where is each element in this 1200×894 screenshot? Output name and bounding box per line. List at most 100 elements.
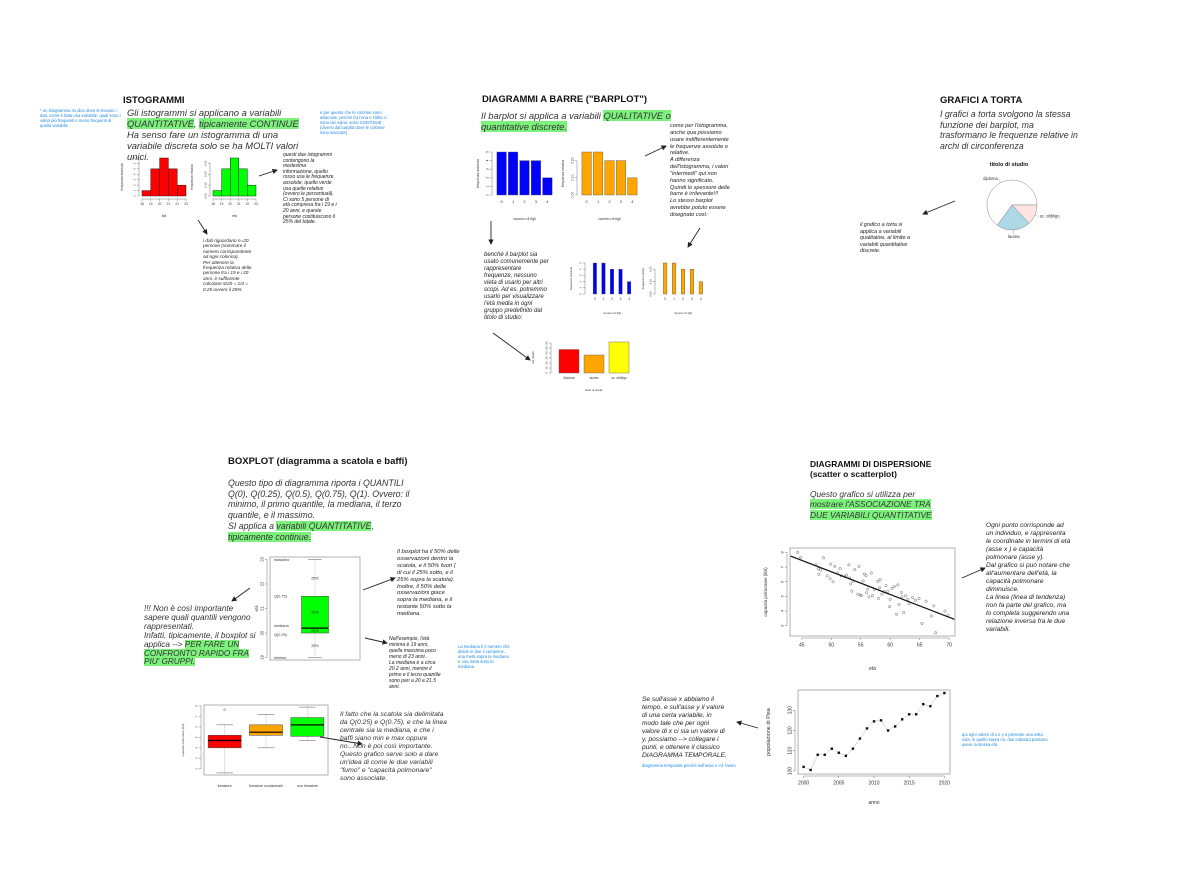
box-annotation: massimo bbox=[274, 558, 289, 562]
arrow bbox=[197, 219, 208, 235]
x-category-label: non fumatore bbox=[297, 784, 318, 788]
x-category-label: 2 bbox=[608, 199, 611, 204]
scatter-point bbox=[856, 592, 860, 596]
highlight: tipicamente CONTINUE bbox=[199, 118, 299, 129]
x-category-label: fumatore occasionale bbox=[249, 784, 283, 788]
highlight: PER FARE UN CONFRONTO RAPIDO FRA PIU' GR… bbox=[144, 639, 249, 667]
bar bbox=[519, 160, 530, 196]
arrow bbox=[231, 587, 251, 602]
bar bbox=[530, 160, 541, 196]
outlier-point bbox=[223, 708, 226, 711]
bar-chart: 0 1 2 3 4 0 1 2 3 4 5 numero di figli frequenza asso… bbox=[569, 262, 632, 315]
bar bbox=[542, 177, 553, 196]
y-tick-label: 40 bbox=[545, 351, 549, 355]
data-point bbox=[802, 765, 805, 769]
barplot-note-uso: benché il barplot sia usato comunemente … bbox=[484, 252, 549, 321]
data-point bbox=[922, 702, 925, 706]
x-category-label: 4 bbox=[631, 199, 634, 204]
highlight: QUALITATIVE o bbox=[603, 110, 671, 121]
x-category-label: 3 bbox=[535, 199, 538, 204]
x-category-label: 1 bbox=[673, 297, 675, 301]
x-tick-label: 65 bbox=[917, 643, 923, 649]
scatter-point bbox=[924, 599, 928, 603]
x-tick-label: 2010 bbox=[868, 781, 879, 787]
bar bbox=[601, 262, 606, 295]
y-tick-label: 22 bbox=[260, 581, 265, 586]
data-point bbox=[872, 720, 876, 723]
y-tick-label: 100 bbox=[788, 767, 794, 776]
scatter-point bbox=[878, 586, 881, 590]
arrow bbox=[364, 637, 388, 645]
arrow bbox=[736, 720, 759, 729]
y-tick-label: 5 bbox=[780, 595, 785, 598]
bar bbox=[610, 268, 614, 295]
y-tick-label: 3 bbox=[579, 274, 583, 276]
scatter-point bbox=[896, 583, 900, 587]
scatter-point bbox=[900, 595, 904, 599]
y-axis-label: età bbox=[254, 605, 259, 611]
y-tick-label: 5 bbox=[195, 736, 199, 738]
x-category-label: 3 bbox=[691, 297, 693, 301]
y-tick-label: 130 bbox=[788, 706, 794, 715]
y-tick-label: 0.20 bbox=[649, 266, 653, 272]
scatter-point bbox=[878, 578, 882, 582]
histogram-bar bbox=[212, 190, 222, 197]
x-category-label: 0 bbox=[501, 199, 504, 204]
bar bbox=[608, 341, 630, 374]
x-tick-label: 23 bbox=[254, 202, 258, 206]
scatter-point bbox=[914, 598, 917, 602]
y-tick-label: 2 bbox=[486, 177, 490, 179]
scatter-point bbox=[917, 597, 921, 600]
scatter-point bbox=[888, 597, 892, 601]
pie-label: diploma bbox=[983, 176, 998, 181]
bar bbox=[593, 151, 604, 196]
x-tick-label: 22 bbox=[175, 202, 179, 206]
scatter-point bbox=[943, 609, 947, 613]
x-axis-label: numero di figli bbox=[513, 217, 536, 221]
x-tick-label: 18 bbox=[140, 202, 144, 206]
bar bbox=[698, 281, 703, 295]
y-tick-label: 0 bbox=[545, 372, 549, 374]
y-tick-label: 0.10 bbox=[204, 182, 208, 188]
y-tick-label: 0.30 bbox=[204, 160, 208, 166]
x-category-label: 4 bbox=[700, 297, 702, 301]
pie-title: titolo di studio bbox=[990, 162, 1029, 168]
x-category-label: 0 bbox=[594, 297, 596, 301]
plot-frame bbox=[797, 689, 951, 775]
data-point bbox=[936, 694, 939, 698]
scatter-point bbox=[906, 597, 910, 601]
intro-text: , bbox=[371, 520, 374, 531]
histogram-bar bbox=[247, 184, 257, 197]
scatter-point bbox=[833, 564, 837, 568]
data-point bbox=[816, 753, 819, 756]
boxplot-note-esempio: Nell'esempio, l'età minima è 19 anni, qu… bbox=[389, 636, 441, 690]
y-tick-label: 30 bbox=[545, 356, 549, 360]
pie-slice bbox=[996, 204, 1030, 231]
torta-intro: I grafici a torta svolgono la stessa fun… bbox=[940, 109, 1078, 151]
line-chart: 2000 2005 2010 2015 2020 100 110 120 130 anno popo… bbox=[766, 689, 951, 806]
x-axis-label: età bbox=[232, 214, 237, 218]
scatter-point bbox=[859, 594, 863, 598]
scatter-point bbox=[825, 574, 829, 578]
x-tick-label: 21 bbox=[237, 202, 241, 206]
scatter-point bbox=[864, 574, 868, 577]
highlight: mostrare l'ASSOCIAZIONE TRA DUE VARIABIL… bbox=[810, 499, 932, 520]
x-category-label: 2 bbox=[611, 297, 613, 301]
percent-label: 25% bbox=[311, 611, 319, 615]
arrow bbox=[319, 736, 363, 746]
scatter-point bbox=[904, 594, 907, 598]
scatter-point bbox=[934, 631, 937, 635]
y-tick-label: 7 bbox=[195, 715, 199, 717]
bar bbox=[615, 160, 626, 196]
dispersione-note-punto: Ogni punto corrisponde ad un individuo, … bbox=[986, 522, 1071, 633]
histogram-bar bbox=[177, 184, 187, 197]
y-axis-label: capacità polmonare (litri) bbox=[763, 567, 768, 617]
y-axis-label: capacità polmonare (litri) bbox=[181, 724, 185, 757]
percent-label: 25% bbox=[311, 576, 319, 580]
percent-label: 25% bbox=[311, 644, 319, 648]
section-title-istogrammi: ISTOGRAMMI bbox=[123, 95, 185, 106]
y-tick-label: 7 bbox=[133, 157, 137, 159]
scatter-point bbox=[892, 585, 896, 588]
